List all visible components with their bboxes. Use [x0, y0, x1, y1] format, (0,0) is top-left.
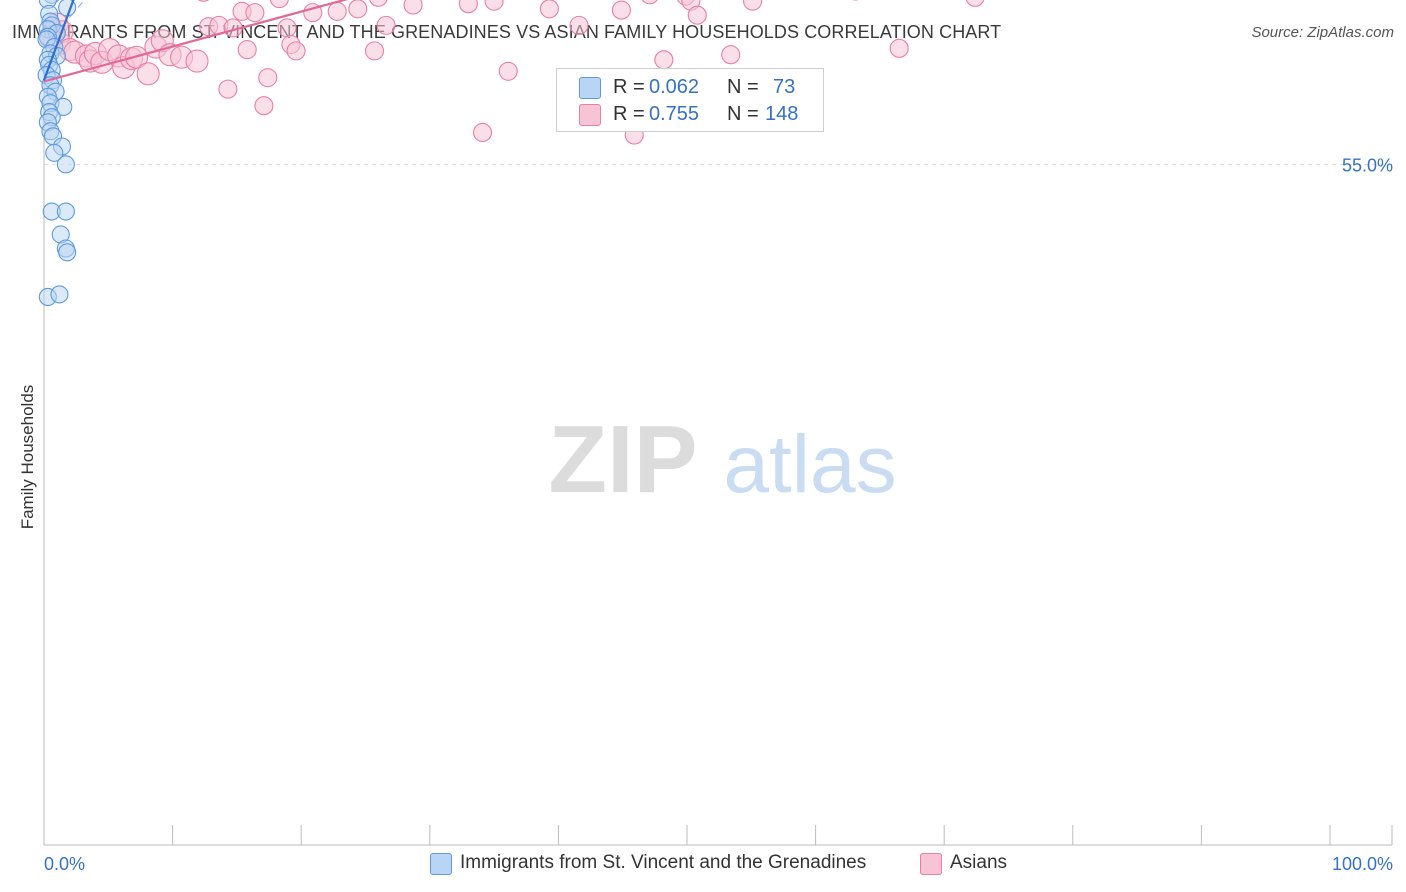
legend-label: Asians: [950, 852, 1008, 873]
asians-point: [472, 122, 493, 143]
n-value: 73: [773, 76, 796, 98]
correlation-legend: R = 0.062 N = 73 R = 0.755 N = 148: [556, 68, 824, 132]
asians-point: [721, 45, 741, 65]
asians-point: [965, 0, 985, 7]
immigrants-point: [56, 155, 75, 174]
asians-point: [218, 79, 238, 99]
y-axis-label: Family Households: [18, 385, 37, 530]
asians-point: [539, 0, 559, 19]
axes: [43, 70, 1393, 846]
immigrants-points: [37, 0, 77, 307]
asians-point: [269, 0, 289, 9]
asians-point: [254, 96, 274, 116]
immigrants-point: [58, 243, 77, 262]
immigrants-trend-line: [42, 0, 75, 81]
immigrants-point: [45, 143, 64, 162]
r-value: 0.755: [649, 103, 700, 125]
blue-swatch: [579, 77, 601, 99]
asians-point: [889, 38, 909, 58]
pink-swatch: [920, 853, 942, 875]
legend-label: Immigrants from St. Vincent and the Gren…: [460, 852, 867, 873]
asians-point: [197, 0, 210, 2]
immigrants-point: [56, 202, 75, 221]
asians-point: [376, 15, 396, 35]
gridlines: [44, 163, 1392, 165]
immigrants-point: [50, 285, 69, 304]
asians-point: [348, 0, 368, 19]
watermark-zip: ZIP: [548, 406, 697, 513]
asians-point: [364, 41, 385, 61]
asians-point: [277, 18, 297, 38]
r-label: R =: [613, 103, 645, 125]
asians-point: [327, 1, 347, 21]
chart-title: IMMIGRANTS FROM ST. VINCENT AND THE GREN…: [12, 22, 1002, 42]
asians-point: [403, 0, 423, 15]
r-label: R =: [613, 76, 645, 98]
asians-point: [654, 50, 674, 70]
pink-swatch: [579, 104, 601, 126]
n-value: 148: [765, 103, 799, 125]
asians-point: [237, 40, 257, 60]
x-tick-label: 0.0%: [44, 854, 85, 874]
trend-lines: [42, 0, 349, 83]
asians-point: [484, 0, 504, 11]
n-label: N =: [727, 76, 759, 98]
y-tick-label: 55.0%: [1342, 155, 1393, 175]
source-label: Source: ZipAtlas.com: [1251, 24, 1394, 41]
asians-point: [569, 15, 589, 35]
x-tick-label: 100.0%: [1332, 854, 1393, 874]
asians-point: [369, 0, 388, 7]
asians-point: [687, 5, 707, 25]
asians-point: [611, 0, 631, 20]
asians-point: [743, 0, 763, 11]
r-value: 0.062: [649, 76, 700, 98]
asians-point: [185, 49, 209, 73]
asians-point: [458, 0, 478, 14]
asians-point: [498, 61, 518, 81]
asians-point: [286, 41, 306, 61]
axis-labels: 55.0%70.0%85.0%100.0%0.0%100.0%Family Ho…: [18, 155, 1393, 874]
blue-swatch: [430, 853, 452, 875]
asians-point: [136, 62, 160, 86]
asians-trend-line: [43, 0, 349, 83]
asians-point: [641, 0, 658, 5]
watermark-atlas: atlas: [723, 419, 896, 510]
n-label: N =: [727, 103, 759, 125]
asians-point: [245, 3, 265, 23]
asians-point: [258, 68, 278, 88]
